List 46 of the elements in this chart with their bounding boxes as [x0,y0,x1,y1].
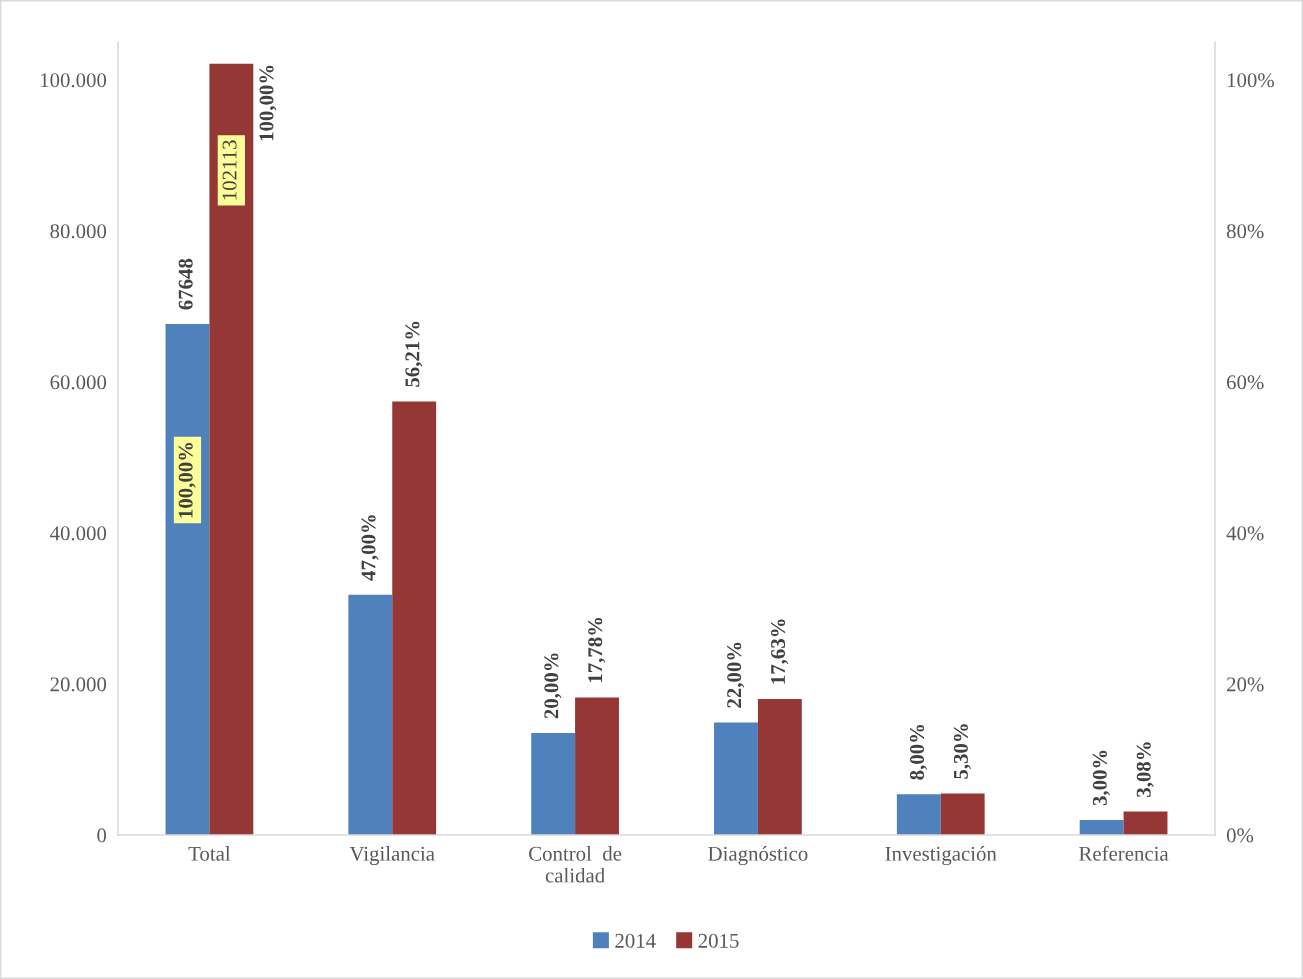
y-tick-label: 60.000 [50,375,107,390]
annotation: 17,63% [771,619,789,684]
x-tick-label: Control de calidad [529,846,622,883]
legend-label: 2015 [698,933,739,948]
annotation: 100,00% [259,65,277,141]
y-tick-label: 0 [97,828,107,843]
bar [1079,819,1124,835]
bar [531,733,576,835]
bar [896,794,941,835]
y2-tick-label: 100% [1227,73,1275,88]
y2-tick-label: 80% [1226,224,1264,239]
annotation: 100,00% [178,442,196,518]
bar [575,697,619,835]
annotation: 102113 [222,140,237,200]
y-tick-label: 100.000 [41,73,107,88]
y-tick-label: 40.000 [50,526,107,541]
bar [757,699,802,835]
y2-tick-label: 20% [1227,677,1264,692]
y-tick-label: 20.000 [50,677,107,692]
y2-tick-label: 0% [1226,828,1254,843]
x-tick-label: Total [188,846,231,861]
annotation: 8,00% [909,724,928,780]
x-tick-label: Vigilancia [349,846,435,866]
annotation: 47,00% [361,515,379,581]
bar [714,722,758,835]
y-tick-label: 80.000 [50,224,107,239]
annotation: 20,00% [544,653,562,719]
x-tick-label: Referencia [1079,845,1169,861]
x-tick-label: Investigación [885,846,997,866]
annotation: 67648 [178,258,193,310]
bar [348,594,393,835]
annotation: 3,00% [1092,750,1110,806]
annotation: 3,08% [1136,742,1154,797]
bar [940,793,985,835]
annotation: 56,21% [405,321,423,387]
annotation: 22,00% [727,642,745,708]
y2-tick-label: 60% [1227,375,1264,390]
bar [209,63,254,835]
bar [1123,811,1168,835]
annotation: 17,78% [588,617,606,682]
x-tick-label: Diagnóstico [708,846,808,866]
bar [392,401,437,835]
bar [165,324,210,835]
y2-tick-label: 40% [1226,526,1264,541]
annotation: 5,30% [953,724,971,779]
legend-label: 2014 [615,933,656,948]
